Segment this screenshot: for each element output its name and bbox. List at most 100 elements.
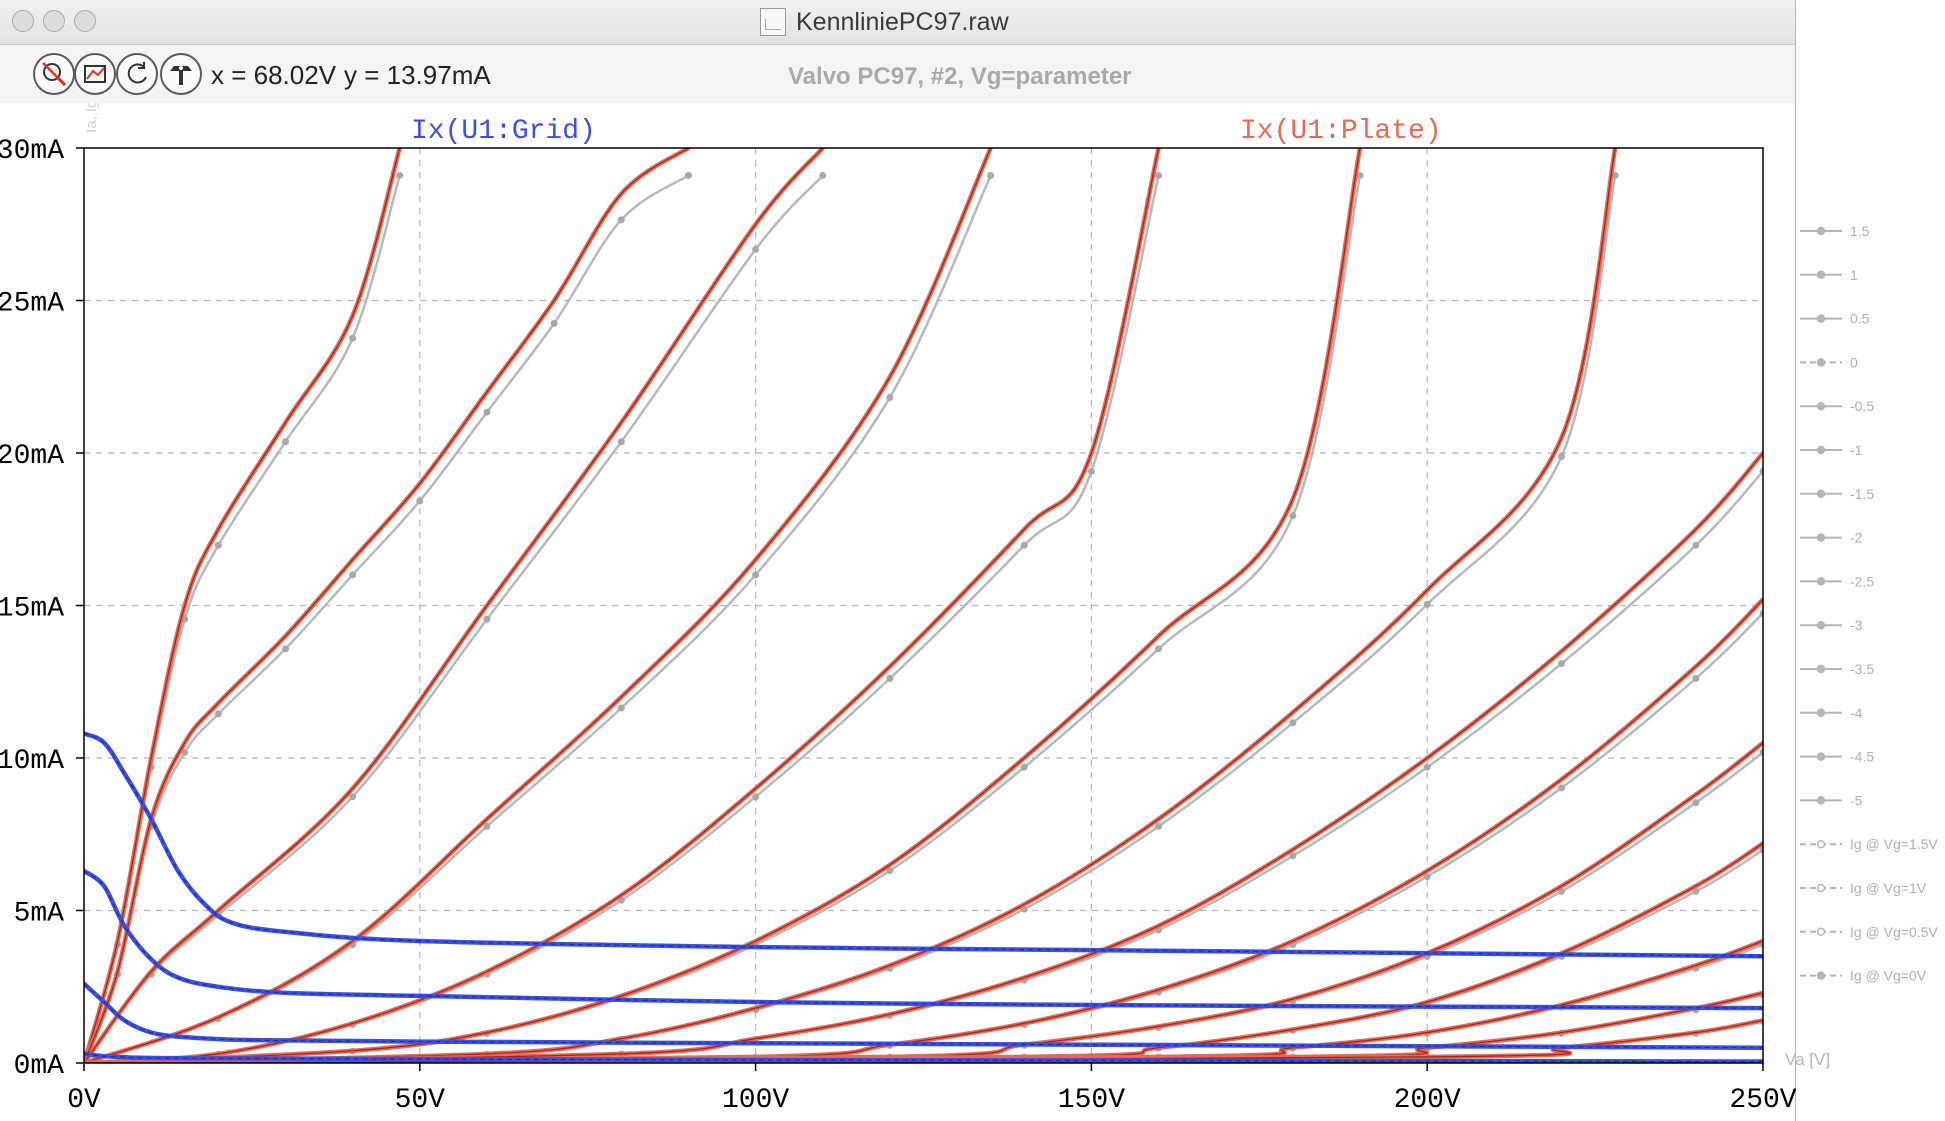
- plate-trace-label[interactable]: Ix(U1:Plate): [1240, 116, 1442, 147]
- measured-point: [752, 245, 760, 253]
- measured-point: [1356, 171, 1364, 179]
- cursor-probe-icon[interactable]: [160, 53, 202, 95]
- legend-entry[interactable]: Ig @ Vg=0.5V: [1850, 924, 1938, 940]
- measured-point: [1020, 541, 1028, 549]
- legend-entry[interactable]: Ig @ Vg=1.5V: [1850, 836, 1938, 852]
- x-tick-label: 0V: [67, 1085, 101, 1116]
- document-icon: [760, 8, 786, 36]
- y-tick-label: 30mA: [0, 136, 64, 167]
- legend: 1.5 1 0.5 0 -0.5 -1 -1.5 -2 -2.5 -3 -3.5 -4 -4.5 -5 Ig…: [1800, 223, 1938, 984]
- legend-entry[interactable]: -2.5: [1850, 573, 1874, 589]
- autoscale-icon[interactable]: [74, 53, 116, 95]
- title-bar[interactable]: KennliniePC97.raw: [0, 0, 1795, 45]
- zoom-back-icon[interactable]: [116, 53, 158, 95]
- legend-entry[interactable]: -4: [1850, 705, 1863, 721]
- measured-point: [483, 408, 491, 416]
- legend-entry[interactable]: 1: [1850, 267, 1858, 283]
- measured-curve-vg-0.5[interactable]: [84, 174, 824, 1064]
- legend-marker: [1816, 796, 1826, 805]
- legend-entry[interactable]: -1: [1850, 442, 1863, 458]
- grid-lines: [84, 148, 1763, 1063]
- measured-point: [1289, 719, 1297, 727]
- toolbar: x = 68.02V y = 13.97mA Valvo PC97, #2, V…: [0, 45, 1795, 103]
- legend-entry[interactable]: Ig @ Vg=0V: [1850, 968, 1927, 984]
- legend-marker: [1816, 664, 1826, 674]
- measured-point: [684, 171, 692, 179]
- y-tick-label: 25mA: [0, 289, 64, 320]
- measured-point: [1558, 784, 1566, 792]
- plate-curve-core-vg-1: [84, 148, 689, 1063]
- legend-marker: [1816, 489, 1826, 499]
- zoom-window-button[interactable]: [74, 10, 96, 32]
- grid-current-measured-vg-1: [84, 870, 1763, 1009]
- legend-marker: [1816, 358, 1826, 367]
- cursor-x-readout: x = 68.02V: [211, 60, 337, 90]
- legend-marker: [1816, 401, 1826, 411]
- y-tick-label: 5mA: [14, 899, 65, 930]
- legend-marker: [1816, 226, 1826, 236]
- measured-point: [396, 171, 404, 179]
- measured-point: [1759, 467, 1763, 475]
- measured-point: [1155, 822, 1163, 830]
- measured-point: [617, 216, 625, 224]
- measured-point: [1759, 748, 1763, 756]
- measured-point: [1087, 467, 1095, 475]
- grid-current-curves: [84, 731, 1763, 1063]
- minimize-window-button[interactable]: [43, 10, 65, 32]
- plate-curve-core-vg--1.5: [84, 148, 1616, 1063]
- measured-curve-vg--0.5[interactable]: [84, 175, 1160, 1064]
- measured-point: [1020, 763, 1028, 771]
- window-title: KennliniePC97.raw: [760, 8, 1009, 36]
- measured-point: [1423, 600, 1431, 608]
- measured-point: [1759, 846, 1763, 854]
- legend-entry[interactable]: -4.5: [1850, 749, 1874, 765]
- measured-point: [550, 319, 558, 327]
- legend-entry[interactable]: -0.5: [1850, 398, 1874, 414]
- zoom-reset-icon[interactable]: [33, 53, 75, 95]
- measured-point: [886, 867, 894, 875]
- legend-marker: [1816, 971, 1826, 980]
- legend-entry[interactable]: Ig @ Vg=1V: [1850, 880, 1927, 896]
- measured-point: [617, 704, 625, 712]
- grid-current-curve-vg-1[interactable]: [84, 868, 1763, 1011]
- x-tick-label: 50V: [395, 1085, 446, 1116]
- measured-point: [752, 571, 760, 579]
- plot-caption: Valvo PC97, #2, Vg=parameter: [788, 63, 1132, 90]
- y-tick-label: 0mA: [14, 1051, 65, 1082]
- legend-entry[interactable]: -3: [1850, 617, 1863, 633]
- plot-frame: [83, 147, 1764, 1064]
- cursor-y-readout: y = 13.97mA: [344, 60, 491, 90]
- measured-point: [1759, 609, 1763, 617]
- legend-entry[interactable]: 0: [1850, 354, 1858, 370]
- grid-current-curve-vg-1.5[interactable]: [84, 731, 1763, 959]
- measured-point: [886, 393, 894, 401]
- close-window-button[interactable]: [12, 10, 34, 32]
- measured-curve-vg-1[interactable]: [84, 174, 690, 1064]
- measured-curve-vg-1.5[interactable]: [84, 175, 401, 1064]
- x-axis-unit-label: Va [V]: [1785, 1050, 1830, 1069]
- legend-entry[interactable]: -3.5: [1850, 661, 1874, 677]
- grid-trace-label[interactable]: Ix(U1:Grid): [411, 116, 596, 147]
- plot-canvas[interactable]: 0V 50V 100V 150V 200V 250V 0mA 5mA 10mA 15mA 20mA 2…: [0, 103, 1945, 1121]
- measured-point: [483, 822, 491, 830]
- legend-entry[interactable]: -5: [1850, 792, 1863, 808]
- legend-entry[interactable]: 1.5: [1850, 223, 1870, 239]
- legend-marker: [1816, 314, 1826, 323]
- legend-marker: [1816, 620, 1826, 630]
- plate-curve-core-vg-0: [84, 148, 992, 1063]
- legend-entry[interactable]: -2: [1850, 530, 1863, 546]
- measured-point: [1692, 887, 1700, 895]
- measured-curve-vg-0[interactable]: [84, 174, 992, 1064]
- measured-point: [819, 171, 827, 179]
- grid-current-measured-vg-1.5: [84, 733, 1763, 957]
- measured-point: [349, 793, 357, 801]
- measured-point: [349, 334, 357, 342]
- measured-point: [1692, 799, 1700, 807]
- measured-point: [1692, 541, 1700, 549]
- y-tick-label: 15mA: [0, 594, 64, 625]
- legend-entry[interactable]: 0.5: [1850, 311, 1870, 327]
- x-tick-label: 250V: [1729, 1085, 1796, 1116]
- x-tick-label: 200V: [1394, 1085, 1461, 1116]
- legend-entry[interactable]: -1.5: [1850, 486, 1874, 502]
- measured-point: [1289, 512, 1297, 520]
